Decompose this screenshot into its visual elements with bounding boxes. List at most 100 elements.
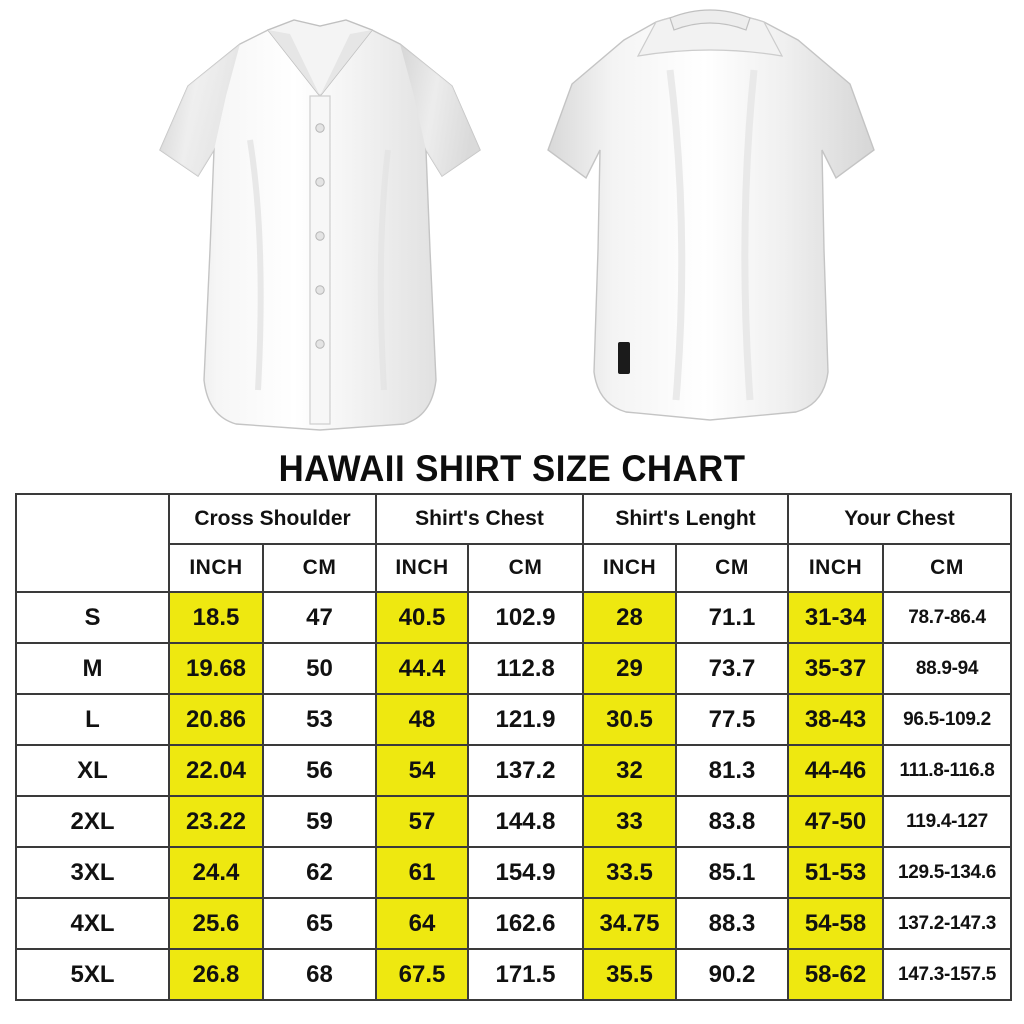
brand-tag bbox=[618, 342, 630, 374]
cell-length-in: 29 bbox=[582, 642, 677, 695]
cell-your-chest-in: 47-50 bbox=[787, 795, 885, 848]
header-unit-shirts-chest-cm: CM bbox=[467, 543, 584, 593]
cell-length-cm: 90.2 bbox=[674, 948, 790, 1001]
cell-chest-cm: 162.6 bbox=[467, 897, 584, 950]
cell-chest-in: 48 bbox=[375, 693, 469, 746]
cell-cross-shoulder-cm: 59 bbox=[262, 795, 377, 848]
size-chart-table-container: Cross Shoulder Shirt's Chest Shirt's Len… bbox=[15, 493, 1013, 1001]
cell-length-cm: 73.7 bbox=[674, 642, 790, 695]
cell-chest-cm: 144.8 bbox=[467, 795, 584, 848]
cell-chest-in: 57 bbox=[375, 795, 469, 848]
product-images bbox=[0, 0, 1024, 445]
cell-length-in: 32 bbox=[582, 744, 677, 797]
cell-cross-shoulder-cm: 50 bbox=[262, 642, 377, 695]
cell-cross-shoulder-in: 22.04 bbox=[168, 744, 264, 797]
header-unit-shirts-chest-inch: INCH bbox=[375, 543, 469, 593]
cell-cross-shoulder-cm: 68 bbox=[262, 948, 377, 1001]
size-label-s: S bbox=[15, 591, 170, 644]
size-label-m: M bbox=[15, 642, 170, 695]
cell-your-chest-cm: 129.5-134.6 bbox=[882, 846, 1013, 899]
table-row: 5XL 26.8 68 67.5 171.5 35.5 90.2 58-62 147.3-157… bbox=[15, 948, 1013, 1001]
cell-cross-shoulder-in: 24.4 bbox=[168, 846, 264, 899]
cell-chest-cm: 121.9 bbox=[467, 693, 584, 746]
cell-cross-shoulder-cm: 65 bbox=[262, 897, 377, 950]
cell-cross-shoulder-in: 20.86 bbox=[168, 693, 264, 746]
cell-your-chest-cm: 111.8-116.8 bbox=[882, 744, 1013, 797]
cell-cross-shoulder-cm: 53 bbox=[262, 693, 377, 746]
cell-chest-cm: 154.9 bbox=[467, 846, 584, 899]
cell-chest-cm: 102.9 bbox=[467, 591, 584, 644]
cell-your-chest-cm: 147.3-157.5 bbox=[882, 948, 1013, 1001]
cell-chest-cm: 137.2 bbox=[467, 744, 584, 797]
cell-cross-shoulder-cm: 62 bbox=[262, 846, 377, 899]
header-unit-shirts-length-inch: INCH bbox=[582, 543, 677, 593]
cell-length-cm: 77.5 bbox=[674, 693, 790, 746]
size-label-l: L bbox=[15, 693, 170, 746]
header-unit-cross-shoulder-cm: CM bbox=[262, 543, 377, 593]
cell-your-chest-cm: 119.4-127 bbox=[882, 795, 1013, 848]
table-row: XL 22.04 56 54 137.2 32 81.3 44-46 111.8-116.8 bbox=[15, 744, 1013, 797]
table-row: 3XL 24.4 62 61 154.9 33.5 85.1 51-53 129.5-134.6 bbox=[15, 846, 1013, 899]
cell-length-cm: 81.3 bbox=[674, 744, 790, 797]
cell-your-chest-in: 51-53 bbox=[787, 846, 885, 899]
cell-length-in: 33 bbox=[582, 795, 677, 848]
cell-chest-cm: 112.8 bbox=[467, 642, 584, 695]
size-label-5xl: 5XL bbox=[15, 948, 170, 1001]
table-row: 4XL 25.6 65 64 162.6 34.75 88.3 54-58 137.2-147.… bbox=[15, 897, 1013, 950]
cell-cross-shoulder-in: 23.22 bbox=[168, 795, 264, 848]
cell-chest-cm: 171.5 bbox=[467, 948, 584, 1001]
cell-length-in: 28 bbox=[582, 591, 677, 644]
cell-length-cm: 88.3 bbox=[674, 897, 790, 950]
header-group-shirts-chest: Shirt's Chest bbox=[375, 493, 584, 545]
size-chart-table: Cross Shoulder Shirt's Chest Shirt's Len… bbox=[15, 493, 1013, 1001]
cell-cross-shoulder-in: 19.68 bbox=[168, 642, 264, 695]
header-unit-shirts-length-cm: CM bbox=[674, 543, 790, 593]
cell-cross-shoulder-in: 26.8 bbox=[168, 948, 264, 1001]
cell-chest-in: 67.5 bbox=[375, 948, 469, 1001]
cell-length-in: 33.5 bbox=[582, 846, 677, 899]
cell-your-chest-in: 38-43 bbox=[787, 693, 885, 746]
header-size-blank bbox=[15, 493, 170, 593]
table-row: 2XL 23.22 59 57 144.8 33 83.8 47-50 119.4-127 bbox=[15, 795, 1013, 848]
table-header: Cross Shoulder Shirt's Chest Shirt's Len… bbox=[15, 493, 1013, 593]
cell-cross-shoulder-cm: 56 bbox=[262, 744, 377, 797]
size-label-xl: XL bbox=[15, 744, 170, 797]
table-group-header-row: Cross Shoulder Shirt's Chest Shirt's Len… bbox=[15, 493, 1013, 593]
header-unit-your-chest-inch: INCH bbox=[787, 543, 885, 593]
cell-your-chest-in: 35-37 bbox=[787, 642, 885, 695]
header-group-your-chest: Your Chest bbox=[787, 493, 1013, 545]
cell-chest-in: 54 bbox=[375, 744, 469, 797]
cell-your-chest-in: 31-34 bbox=[787, 591, 885, 644]
cell-cross-shoulder-in: 25.6 bbox=[168, 897, 264, 950]
size-label-4xl: 4XL bbox=[15, 897, 170, 950]
table-unit-header-row: INCH CM INCH CM INCH CM INCH CM bbox=[16, 543, 1013, 593]
cell-cross-shoulder-in: 18.5 bbox=[168, 591, 264, 644]
cell-your-chest-cm: 78.7-86.4 bbox=[882, 591, 1013, 644]
cell-your-chest-cm: 96.5-109.2 bbox=[882, 693, 1013, 746]
size-label-2xl: 2XL bbox=[15, 795, 170, 848]
table-row: S 18.5 47 40.5 102.9 28 71.1 31-34 78.7-86.4 bbox=[15, 591, 1013, 644]
cell-length-cm: 85.1 bbox=[674, 846, 790, 899]
header-group-shirts-length: Shirt's Lenght bbox=[581, 493, 790, 545]
cell-your-chest-in: 44-46 bbox=[787, 744, 885, 797]
cell-your-chest-in: 54-58 bbox=[787, 897, 885, 950]
cell-chest-in: 61 bbox=[375, 846, 469, 899]
cell-your-chest-cm: 88.9-94 bbox=[882, 642, 1013, 695]
cell-your-chest-in: 58-62 bbox=[787, 948, 885, 1001]
header-group-cross-shoulder: Cross Shoulder bbox=[168, 493, 377, 545]
cell-cross-shoulder-cm: 47 bbox=[262, 591, 377, 644]
shirt-back-image bbox=[530, 0, 890, 440]
page-title: HAWAII SHIRT SIZE CHART bbox=[278, 448, 746, 489]
table-row: L 20.86 53 48 121.9 30.5 77.5 38-43 96.5-109.2 bbox=[15, 693, 1013, 746]
cell-length-in: 35.5 bbox=[582, 948, 677, 1001]
cell-length-cm: 71.1 bbox=[674, 591, 790, 644]
cell-length-in: 30.5 bbox=[582, 693, 677, 746]
table-row: M 19.68 50 44.4 112.8 29 73.7 35-37 88.9-94 bbox=[15, 642, 1013, 695]
cell-length-cm: 83.8 bbox=[674, 795, 790, 848]
shirt-front-image bbox=[140, 0, 500, 440]
header-unit-cross-shoulder-inch: INCH bbox=[168, 543, 264, 593]
table-body: S 18.5 47 40.5 102.9 28 71.1 31-34 78.7-86.4 M 19.… bbox=[15, 591, 1013, 1001]
size-label-3xl: 3XL bbox=[15, 846, 170, 899]
cell-length-in: 34.75 bbox=[582, 897, 677, 950]
cell-chest-in: 40.5 bbox=[375, 591, 469, 644]
